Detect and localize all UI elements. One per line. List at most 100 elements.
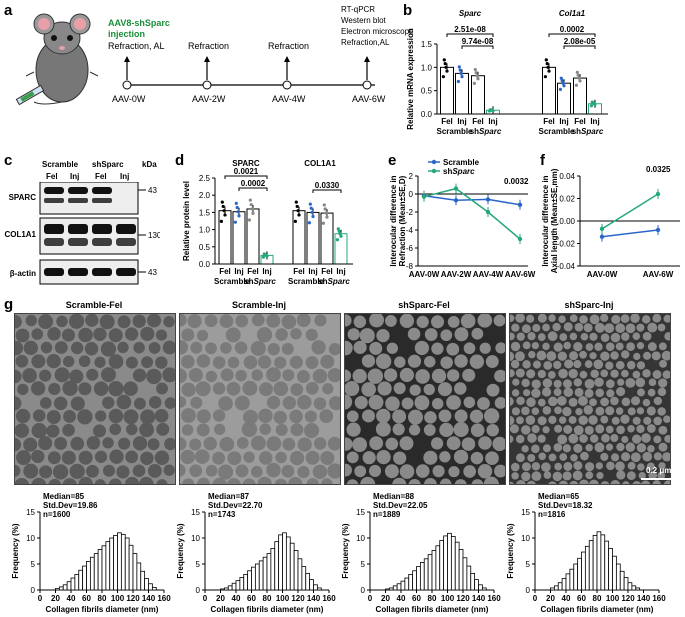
data-point	[456, 79, 460, 84]
y-tick-label: 0	[526, 586, 531, 595]
data-point	[308, 202, 312, 206]
y-tick-label: 0.04	[559, 172, 575, 181]
histogram-bar	[89, 556, 95, 591]
data-point	[457, 65, 461, 69]
histogram-bar	[619, 570, 625, 591]
x-tick-label: 80	[593, 594, 602, 603]
histogram-bar	[447, 532, 452, 591]
n-label: n=1889	[373, 510, 401, 519]
histogram-bar	[385, 588, 390, 591]
group-label: shSparc	[572, 127, 604, 136]
scale-bar	[641, 478, 679, 480]
histogram-bar	[592, 535, 598, 591]
category-label: Inj	[590, 117, 599, 126]
bar	[218, 210, 232, 265]
panel-label-g: g	[4, 296, 14, 313]
x-tick-label: 140	[142, 594, 156, 603]
group-label: shSparc	[470, 127, 502, 136]
histogram-bar	[565, 573, 571, 591]
category-label: Inj	[336, 267, 345, 276]
x-tick-label: 160	[652, 594, 666, 603]
y-tick-label: 2.5	[199, 174, 211, 183]
y-tick-label: -6	[406, 244, 414, 253]
histogram-bar	[227, 585, 233, 591]
y-axis-label: Frequency (%)	[341, 523, 350, 578]
x-tick-label: 20	[51, 594, 60, 603]
data-point	[311, 214, 315, 219]
histogram-bar	[293, 550, 299, 591]
tp-2w: AAV-2W	[192, 94, 226, 104]
bar	[455, 72, 469, 115]
x-tick-label: 100	[276, 594, 290, 603]
y-tick-label: 15	[521, 508, 530, 517]
data-point	[295, 204, 299, 209]
y-tick-label: 0.0	[421, 110, 433, 119]
x-tick-label: 60	[247, 594, 256, 603]
scale-bar-label: 0.2 μm	[646, 466, 672, 475]
y-tick-label: 0	[31, 586, 36, 595]
median-label: Median=88	[373, 492, 415, 501]
histogram-bar	[443, 535, 448, 591]
histogram-bar	[608, 548, 613, 591]
y-tick-label: 10	[191, 534, 200, 543]
data-point	[445, 69, 449, 73]
axial-line-chart: 0.04 0.02 0.00 -0.02 -0.04 AAV-0W AAV-6W Intero…	[541, 165, 680, 279]
data-point	[337, 229, 341, 233]
x-tick-label: AAV-6W	[505, 270, 536, 279]
step2-label: Refraction	[188, 41, 230, 51]
wb-lane-3: Fel	[95, 172, 107, 181]
x-tick-label: 160	[322, 594, 336, 603]
data-point	[558, 87, 562, 91]
pvalue-sparc-1: 0.0021	[234, 167, 259, 176]
data-point	[223, 213, 227, 217]
y-tick-label: -4	[406, 226, 414, 235]
data-point	[599, 226, 605, 232]
data-point	[599, 234, 605, 239]
histogram-bar	[282, 532, 287, 591]
y-axis-label-2: Refraction (Mean±SE,D)	[398, 175, 407, 266]
x-tick-label: 0	[368, 594, 373, 603]
histogram-bar	[82, 565, 87, 591]
histogram-bar	[404, 577, 410, 591]
legend-label: shSparc	[443, 167, 475, 176]
wb-kda-43a: 43	[148, 186, 157, 195]
histogram-bar	[101, 545, 107, 591]
significance-bracket	[461, 45, 494, 49]
y-tick-label: 10	[356, 534, 365, 543]
data-point	[221, 204, 225, 209]
protein-bar-chart: 0.0 0.5 1.0 1.5 2.0 2.5 Relative protein level…	[182, 159, 353, 286]
median-label: Median=65	[538, 492, 580, 501]
data-point	[472, 81, 476, 85]
wb-kda-43b: 43	[148, 268, 157, 277]
x-tick-label: 0	[203, 594, 208, 603]
bar	[573, 77, 587, 115]
bar	[320, 212, 334, 265]
x-tick-label: 100	[606, 594, 620, 603]
y-tick-label: 10	[26, 534, 35, 543]
histogram-bar	[258, 560, 264, 591]
bar	[471, 75, 485, 115]
y-tick-label: 10	[521, 534, 530, 543]
category-label: Fel	[293, 267, 305, 276]
histogram-bar	[105, 541, 111, 591]
wb-band-col1a1: COL1A1	[4, 230, 36, 239]
y-tick-label: 5	[361, 560, 366, 569]
histogram-bar	[454, 541, 460, 591]
n-label: n=1816	[538, 510, 566, 519]
histogram-bar	[470, 572, 476, 591]
significance-bracket	[548, 33, 596, 37]
histogram-bar	[419, 562, 425, 591]
data-point	[235, 205, 239, 210]
category-label: Inj	[308, 267, 317, 276]
histogram-bar	[400, 580, 406, 591]
histogram-bar	[553, 585, 559, 591]
em-image-1	[14, 313, 176, 485]
y-axis-label: Frequency (%)	[506, 523, 515, 578]
x-tick-label: 140	[472, 594, 486, 603]
x-tick-label: 60	[82, 594, 91, 603]
histogram-bar	[251, 566, 256, 591]
data-point	[335, 238, 339, 242]
y-axis-label-1: Interocular difference in	[389, 175, 398, 266]
x-tick-label: 0	[533, 594, 538, 603]
data-point	[459, 71, 463, 75]
